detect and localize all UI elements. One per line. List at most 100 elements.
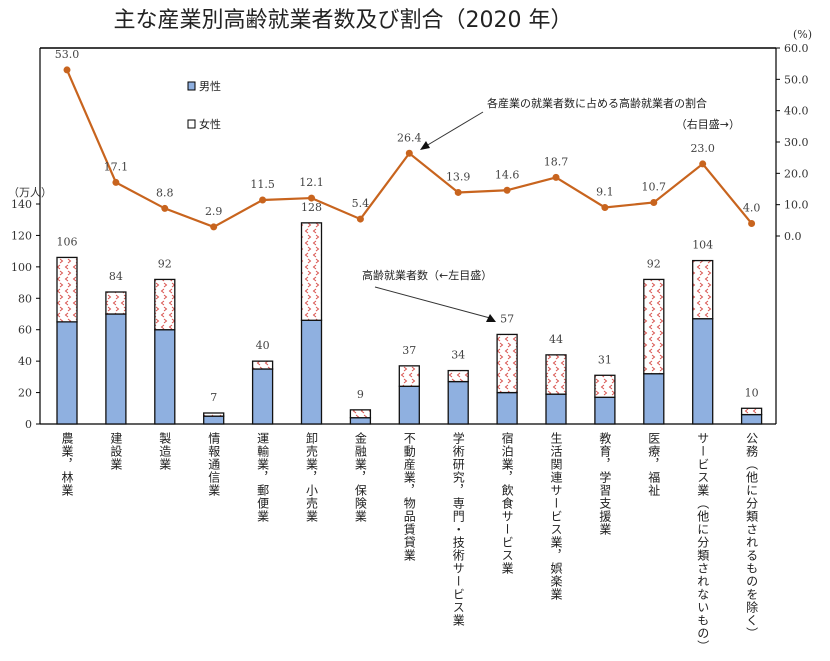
bar-total-label: 92 [158,257,172,270]
ratio-point [454,188,462,196]
bar-female [643,278,665,375]
ratio-label: 10.7 [642,180,667,193]
bar-male [496,391,518,425]
ratio-annotation-arrow [425,111,484,147]
left-axis-tick-label: 0 [25,418,32,431]
right-axis-tick-label: 60.0 [784,42,809,55]
bar-male [154,329,176,425]
bar-male [594,396,616,425]
ratio-annotation: 各産業の就業者数に占める高齢就業者の割合 [487,96,707,110]
bar-male [545,393,567,425]
left-axis-tick-label: 120 [11,229,32,242]
ratio-label: 8.8 [156,186,174,199]
bar-total-label: 128 [301,201,322,214]
bar-total-label: 7 [210,391,217,404]
left-axis-tick-label: 60 [18,324,32,337]
bar-male [251,368,274,425]
legend-label-female: 女性 [199,117,221,131]
ratio-point [210,223,218,231]
bar-male [349,417,372,425]
ratio-label: 12.1 [299,176,324,189]
legend-swatch-female [187,119,196,129]
bar-total-label: 84 [109,270,123,283]
ratio-label: 9.1 [596,185,614,198]
bar-female [154,278,176,331]
ratio-point [112,178,120,186]
ratio-point [601,203,609,211]
category-label: サービス業（他に分類されないもの） [695,432,710,653]
bar-female [105,291,127,315]
category-label: 建設業 [108,432,123,471]
ratio-label: 26.4 [397,131,422,144]
bar-female [398,365,420,387]
bar-male [203,415,225,425]
ratio-label: 5.4 [352,197,370,210]
category-label: 生活関連サービス業，娯楽業 [549,432,563,601]
bar-male [447,380,469,425]
category-label: 卸売業，小売業 [304,432,319,523]
bar-total-label: 10 [745,386,759,399]
ratio-label: 2.9 [205,205,223,218]
bar-male [56,321,78,425]
left-axis-tick-label: 40 [18,355,32,368]
ratio-point [161,204,169,212]
bar-female [251,360,274,370]
ratio-point [552,173,560,181]
category-label: 運輸業，郵便業 [255,432,270,523]
left-axis-tick-label: 140 [11,198,32,211]
bar-total-label: 106 [57,235,78,248]
bar-total-label: 9 [357,388,364,401]
ratio-annotation-scale: （右目盛→） [676,117,740,131]
category-label: 不動産業，物品賃貸業 [402,432,417,562]
right-axis-tick-label: 50.0 [784,73,809,86]
bar-female [740,407,763,416]
ratio-line [65,69,753,229]
category-label: 学術研究，専門・技術サービス業 [451,432,466,627]
bar-total-label: 31 [598,353,612,366]
right-axis-tick-label: 40.0 [784,105,809,118]
bar-male [692,318,714,425]
bar-total-label: 104 [692,239,713,252]
right-axis-tick-label: 30.0 [784,136,809,149]
bar-female [496,333,518,394]
ratio-label: 13.9 [446,170,471,183]
ratio-point [405,149,413,157]
category-label: 宿泊業，飲食サービス業 [500,432,515,575]
bar-male [300,319,323,425]
ratio-label: 18.7 [544,155,569,168]
bar-female [594,374,616,398]
ratio-point [356,215,364,223]
count-annotation-arrow [374,286,491,319]
category-label: 公務（他に分類されるものを除く） [744,432,759,640]
legend-swatch-male [187,81,196,91]
ratio-point [308,194,315,202]
bar-female [56,256,78,323]
ratio-label: 11.5 [250,178,275,191]
left-axis-tick-label: 20 [18,387,32,400]
right-axis-tick-label: 20.0 [784,167,809,180]
bar-male [643,373,665,425]
category-label: 金融業，保険業 [353,432,368,523]
bar-male [105,313,127,425]
legend: 男性 女性 [187,79,221,131]
right-axis-tick-label: 0.0 [784,230,802,243]
right-axis-unit: (%) [793,28,812,41]
category-label: 製造業 [157,432,172,471]
ratio-point [63,66,71,74]
category-label: 教育，学習支援業 [597,432,612,536]
ratio-arrowhead-icon [420,141,430,150]
bar-total-label: 57 [500,312,514,325]
legend-label-male: 男性 [199,79,221,93]
bar-female [692,259,714,320]
chart-title: 主な産業別高齢就業者数及び割合（2020 年） [114,8,573,33]
bar-total-label: 92 [647,257,661,270]
bar-total-label: 37 [402,344,416,357]
count-arrowhead-icon [486,314,496,322]
count-annotation: 高齢就業者数（←左目盛） [362,268,492,282]
left-axis-unit: （万人） [8,186,52,199]
category-label: 医療，福祉 [646,432,661,497]
category-label: 農業，林業 [60,432,74,497]
ratio-label: 17.1 [104,160,129,173]
bar-total-label: 34 [451,349,465,362]
